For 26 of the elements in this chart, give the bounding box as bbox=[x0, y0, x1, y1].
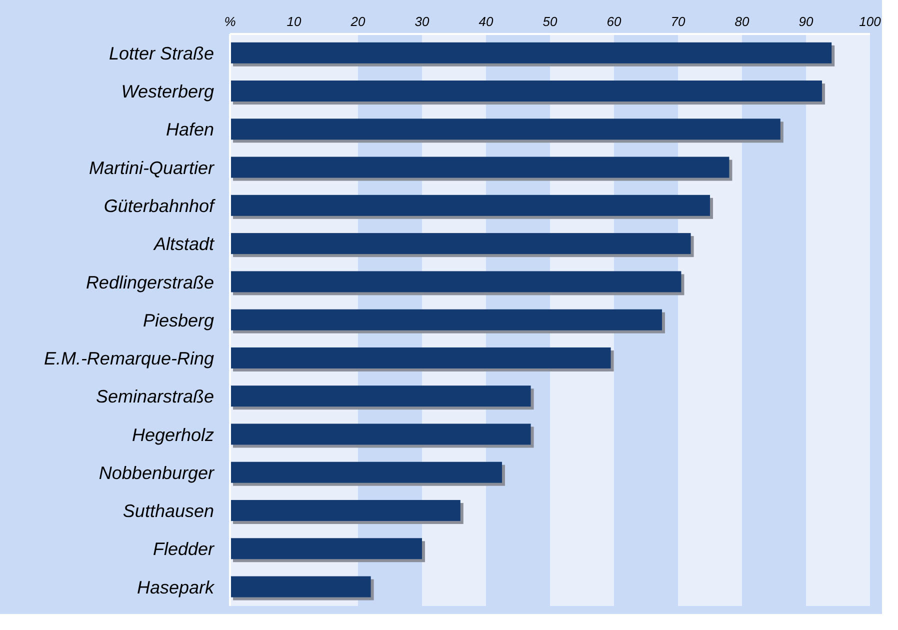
y-tick-label: Hasepark bbox=[136, 577, 215, 598]
x-tick-label: 20 bbox=[350, 14, 366, 29]
y-tick-label: Seminarstraße bbox=[96, 386, 214, 407]
x-tick-label: 90 bbox=[798, 14, 814, 29]
x-tick-label: 60 bbox=[606, 14, 622, 29]
x-tick-label: 30 bbox=[414, 14, 430, 29]
y-tick-label: Piesberg bbox=[142, 310, 214, 330]
y-tick-label: Hegerholz bbox=[132, 424, 214, 445]
y-tick-label: Hafen bbox=[166, 120, 214, 140]
x-tick-label: % bbox=[224, 14, 236, 29]
x-tick-label: 10 bbox=[286, 14, 302, 29]
x-tick-label: 50 bbox=[542, 14, 558, 29]
y-tick-label: Altstadt bbox=[152, 234, 215, 254]
x-tick-label: 70 bbox=[670, 14, 686, 29]
y-tick-label: Sutthausen bbox=[122, 501, 214, 522]
x-tick-label: 100 bbox=[859, 14, 882, 29]
y-tick-label: Güterbahnhof bbox=[104, 196, 216, 216]
y-tick-label: Westerberg bbox=[121, 82, 214, 102]
y-tick-label: E.M.-Remarque-Ring bbox=[44, 348, 214, 369]
y-tick-label: Martini-Quartier bbox=[88, 158, 215, 178]
x-tick-label: 80 bbox=[734, 14, 750, 29]
y-tick-label: Redlingerstraße bbox=[86, 272, 214, 292]
y-tick-label: Nobbenburger bbox=[98, 462, 215, 483]
x-tick-label: 40 bbox=[478, 14, 494, 29]
y-tick-label: Fledder bbox=[152, 539, 216, 560]
y-tick-label: Lotter Straße bbox=[108, 43, 214, 64]
